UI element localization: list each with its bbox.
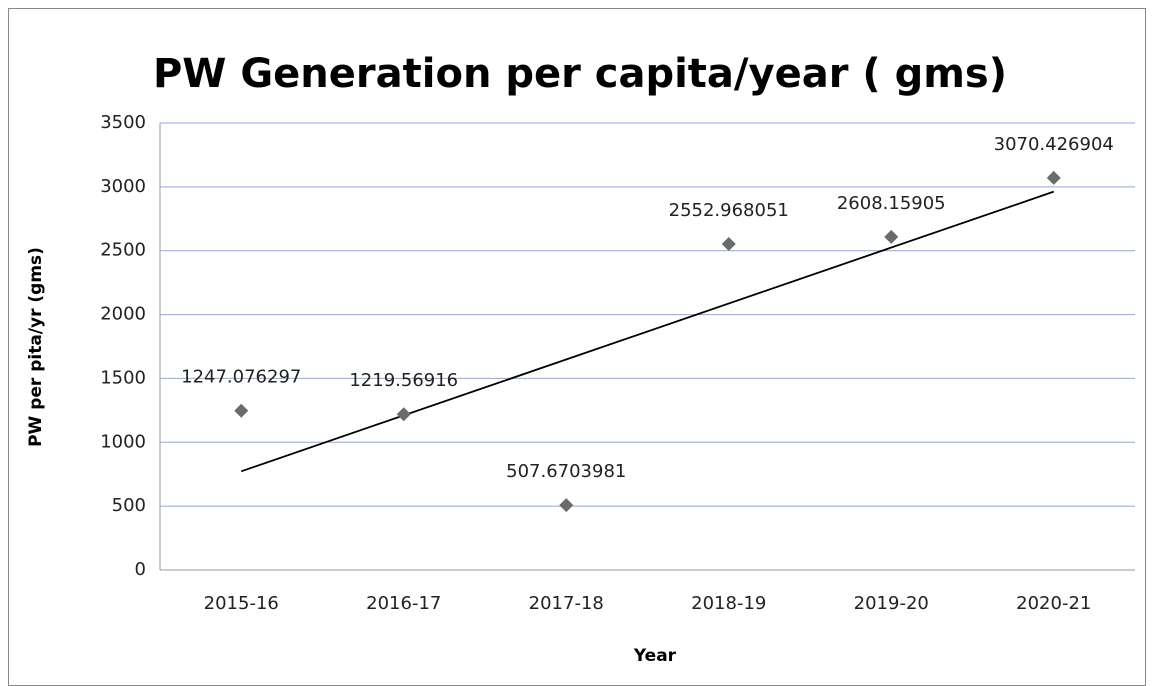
data-point <box>396 407 411 422</box>
data-point <box>559 498 574 513</box>
y-tick-label: 2000 <box>100 304 146 325</box>
x-tick-label: 2019-20 <box>854 593 929 614</box>
trendline <box>240 190 1055 473</box>
data-point <box>1046 170 1061 185</box>
data-point <box>884 229 899 244</box>
y-tick-label: 1000 <box>100 431 146 452</box>
data-point <box>721 236 736 251</box>
y-tick-label: 1500 <box>100 367 146 388</box>
chart-title: PW Generation per capita/year ( gms) <box>153 51 1007 97</box>
y-tick-label: 0 <box>135 559 146 580</box>
x-axis-title: Year <box>633 646 677 666</box>
data-label: 507.6703981 <box>506 461 626 482</box>
x-tick-label: 2020-21 <box>1016 593 1091 614</box>
chart-border <box>8 8 1146 686</box>
data-label: 1247.076297 <box>181 367 301 388</box>
data-label: 1219.56916 <box>349 370 458 391</box>
x-tick-label: 2016-17 <box>366 593 441 614</box>
y-tick-label: 3000 <box>100 176 146 197</box>
data-label: 2552.968051 <box>669 200 789 221</box>
data-label: 3070.426904 <box>994 134 1114 155</box>
y-tick-label: 3500 <box>100 112 146 133</box>
y-tick-label: 2500 <box>100 240 146 261</box>
y-axis-title: PW per pita/yr (gms) <box>26 247 46 447</box>
x-tick-label: 2015-16 <box>204 593 279 614</box>
x-tick-label: 2017-18 <box>529 593 604 614</box>
data-label: 2608.15905 <box>837 193 946 214</box>
y-tick-label: 500 <box>112 495 146 516</box>
data-point <box>234 403 249 418</box>
x-tick-label: 2018-19 <box>691 593 766 614</box>
